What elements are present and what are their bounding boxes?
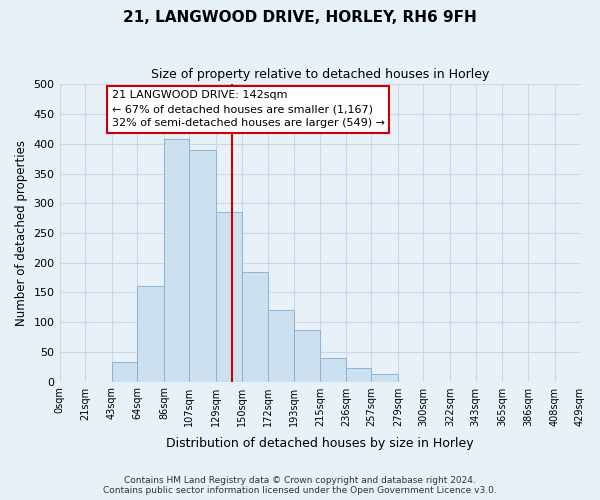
X-axis label: Distribution of detached houses by size in Horley: Distribution of detached houses by size …	[166, 437, 473, 450]
Y-axis label: Number of detached properties: Number of detached properties	[15, 140, 28, 326]
Text: 21, LANGWOOD DRIVE, HORLEY, RH6 9FH: 21, LANGWOOD DRIVE, HORLEY, RH6 9FH	[123, 10, 477, 25]
Bar	[216, 212, 242, 382]
Bar	[293, 330, 320, 382]
Text: Contains HM Land Registry data © Crown copyright and database right 2024.
Contai: Contains HM Land Registry data © Crown c…	[103, 476, 497, 495]
Bar	[164, 139, 190, 382]
Text: 21 LANGWOOD DRIVE: 142sqm
← 67% of detached houses are smaller (1,167)
32% of se: 21 LANGWOOD DRIVE: 142sqm ← 67% of detac…	[112, 90, 385, 128]
Bar	[242, 272, 268, 382]
Bar	[112, 362, 137, 382]
Title: Size of property relative to detached houses in Horley: Size of property relative to detached ho…	[151, 68, 489, 80]
Bar	[320, 358, 346, 382]
Bar	[137, 286, 164, 382]
Bar	[346, 368, 371, 382]
Bar	[268, 310, 293, 382]
Bar	[190, 150, 216, 382]
Bar	[371, 374, 398, 382]
